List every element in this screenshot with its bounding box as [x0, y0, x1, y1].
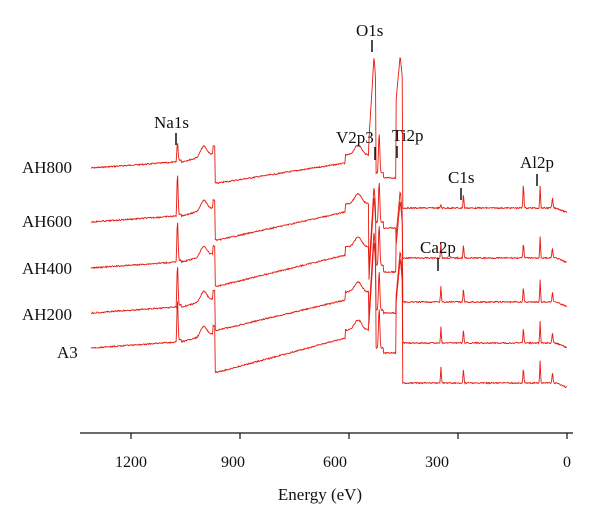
series-label-ah600: AH600 — [22, 212, 72, 231]
peak-label-o1s: O1s — [356, 21, 383, 40]
x-tick-label-1200: 1200 — [115, 454, 147, 471]
peak-label-v2p3: V2p3 — [336, 128, 374, 147]
series-labels: AH800 AH600 AH400 AH200 A3 — [22, 158, 78, 362]
peak-label-al2p: Al2p — [520, 153, 554, 172]
spectra-group — [90, 57, 568, 388]
x-tick-label-0: 0 — [563, 454, 571, 471]
x-axis: 1200 900 600 300 0 Energy (eV) — [80, 432, 573, 504]
x-tick-label-300: 300 — [425, 454, 449, 471]
peak-labels: Na1s O1s V2p3 Ti2p Ca2p C1s Al2p — [154, 21, 554, 271]
x-tick-label-600: 600 — [323, 454, 347, 471]
spectrum-line-ah400 — [90, 188, 568, 308]
spectrum-line-a3 — [90, 232, 568, 388]
series-label-ah800: AH800 — [22, 158, 72, 177]
series-label-a3: A3 — [57, 343, 78, 362]
spectrum-line-ah600 — [90, 175, 568, 280]
series-label-ah200: AH200 — [22, 305, 72, 324]
series-label-ah400: AH400 — [22, 259, 72, 278]
x-axis-title: Energy (eV) — [278, 485, 362, 504]
spectrum-line-ah200 — [90, 243, 567, 349]
x-tick-label-900: 900 — [221, 454, 245, 471]
x-axis-ticks — [130, 433, 568, 439]
peak-label-c1s: C1s — [448, 168, 474, 187]
peak-label-ca2p: Ca2p — [420, 238, 456, 257]
peak-label-na1s: Na1s — [154, 113, 189, 132]
spectrum-line-ah800 — [91, 57, 568, 214]
peak-label-ti2p: Ti2p — [392, 126, 424, 145]
